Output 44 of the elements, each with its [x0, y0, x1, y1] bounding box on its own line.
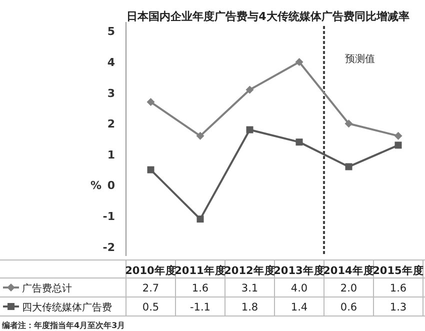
data-label: 0.5: [142, 302, 160, 314]
data-label: 4.0: [290, 282, 308, 294]
annotation: 预测值: [345, 53, 375, 65]
data-label: 3.1: [241, 282, 258, 294]
y-tick-label: 3: [107, 86, 115, 100]
data-label: 1.3: [390, 302, 407, 314]
data-label: 2.0: [340, 282, 358, 294]
y-tick-label: 4: [107, 56, 116, 70]
x-tick-label: 2011年度: [174, 264, 226, 277]
point: [344, 120, 353, 128]
data-label: 1.8: [241, 302, 258, 314]
point: [147, 166, 154, 174]
point: [246, 86, 254, 94]
point: [295, 58, 304, 66]
y-tick-label: 1: [107, 148, 115, 162]
data-label: -1.1: [190, 302, 210, 314]
y-tick-label: 2: [107, 118, 115, 131]
y-axis-title: %: [90, 179, 102, 192]
legend-label: 广告费总计: [22, 282, 72, 294]
point: [146, 98, 155, 106]
y-tick-label: -2: [102, 240, 115, 254]
data-label: 2.7: [142, 282, 160, 294]
x-tick-label: 2014年度: [323, 264, 374, 277]
point: [246, 126, 254, 134]
x-tick-label: 2015年度: [372, 264, 424, 277]
data-label: 1.6: [390, 282, 407, 294]
data-label: 1.4: [290, 302, 308, 314]
point: [345, 163, 352, 170]
x-tick-label: 2013年度: [274, 264, 325, 277]
point: [296, 138, 303, 146]
point: [394, 132, 402, 140]
point: [394, 142, 402, 149]
x-tick-label: 2012年度: [224, 264, 276, 277]
data-label: 1.6: [192, 282, 209, 294]
legend-label: 四大传统媒体广告费: [22, 302, 112, 314]
chart-title: 日本国内企业年度广告费与4大传统媒体广告费同比增减率: [126, 10, 410, 23]
y-tick-label: 5: [107, 25, 115, 38]
y-tick-label: -1: [102, 210, 115, 223]
point: [196, 216, 204, 223]
x-tick-label: 2010年度: [125, 264, 176, 277]
data-label: 0.6: [340, 302, 358, 314]
point: [196, 132, 204, 140]
y-tick-label: 0: [107, 179, 116, 192]
text: 编者注：年度指当年4月至次年3月: [1, 320, 126, 330]
